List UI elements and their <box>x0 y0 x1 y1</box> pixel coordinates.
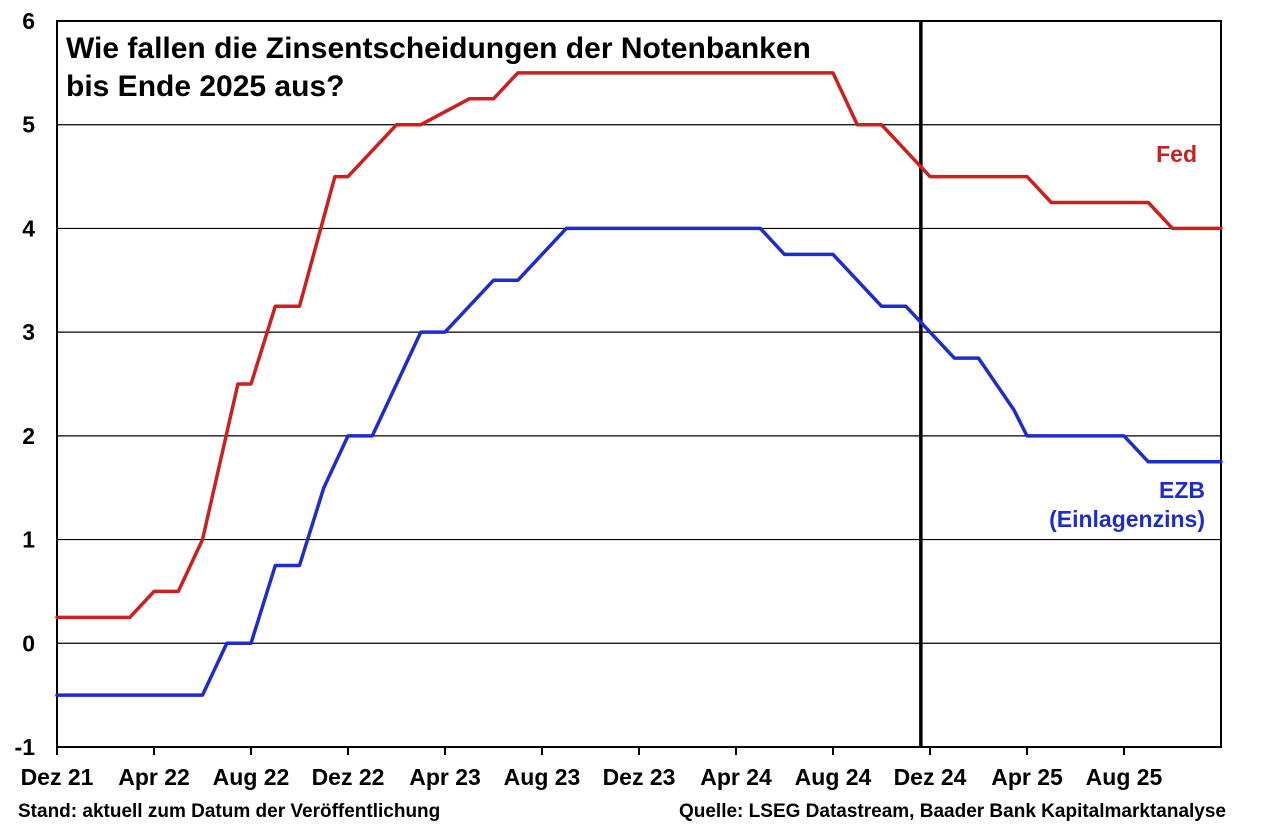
chart-title-line-1: Wie fallen die Zinsentscheidungen der No… <box>66 32 811 65</box>
series-line-ezb <box>55 226 1223 697</box>
x-tick-label: Aug 23 <box>504 764 581 790</box>
x-tick-label: Aug 25 <box>1086 764 1163 790</box>
chart-title-line-2: bis Ende 2025 aus? <box>66 70 344 103</box>
x-tick-label: Dez 22 <box>312 764 385 790</box>
footer-source: Quelle: LSEG Datastream, Baader Bank Kap… <box>679 801 1226 822</box>
y-tick-label: 6 <box>22 8 35 34</box>
x-axis-ticks: Dez 21 Apr 22 Aug 22 Dez 22 Apr 23 Aug 23 Dez … <box>21 747 1163 790</box>
x-tick-label: Aug 22 <box>213 764 290 790</box>
y-tick-label: 4 <box>22 215 35 241</box>
y-tick-label: -1 <box>15 734 36 760</box>
y-tick-label: 5 <box>22 112 35 138</box>
y-tick-label: 3 <box>22 319 35 345</box>
x-tick-label: Apr 24 <box>700 764 772 790</box>
y-tick-label: 2 <box>22 423 35 449</box>
series-line-fed <box>55 71 1223 620</box>
x-tick-label: Apr 22 <box>118 764 190 790</box>
x-tick-label: Apr 25 <box>991 764 1063 790</box>
y-tick-label: 1 <box>22 527 35 553</box>
x-tick-label: Dez 21 <box>21 764 94 790</box>
y-axis-ticks: -1 0 1 2 3 4 5 6 <box>15 8 36 760</box>
series-group <box>55 71 1223 697</box>
x-tick-label: Apr 23 <box>409 764 481 790</box>
ezb-series-label: EZB <box>1159 477 1205 503</box>
x-tick-label: Dez 23 <box>603 764 676 790</box>
x-tick-label: Aug 24 <box>795 764 872 790</box>
footer-stand: Stand: aktuell zum Datum der Veröffentli… <box>18 801 440 822</box>
ezb-series-sublabel: (Einlagenzins) <box>1049 506 1205 532</box>
plot-area <box>56 20 1222 748</box>
x-tick-label: Dez 24 <box>894 764 967 790</box>
fed-series-label: Fed <box>1156 141 1197 167</box>
y-tick-label: 0 <box>22 630 35 656</box>
